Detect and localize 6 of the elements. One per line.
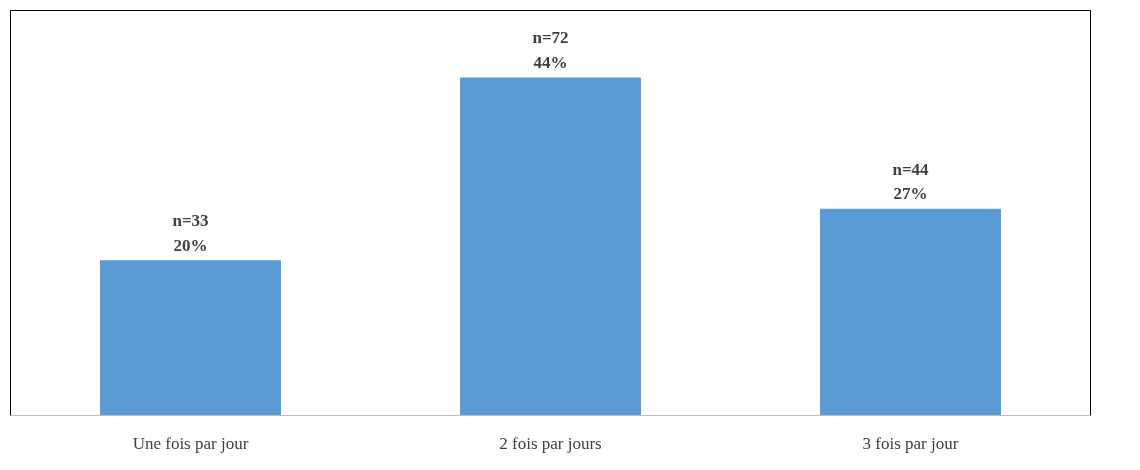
x-tick-label: 2 fois par jours xyxy=(499,433,602,453)
data-label: n=44 27% xyxy=(892,159,930,204)
x-tick-label: Une fois par jour xyxy=(132,433,249,453)
x-tick-label: 3 fois par jour xyxy=(862,433,959,453)
data-label: n=33 20% xyxy=(172,211,209,255)
data-label: n=72 44% xyxy=(532,28,569,72)
